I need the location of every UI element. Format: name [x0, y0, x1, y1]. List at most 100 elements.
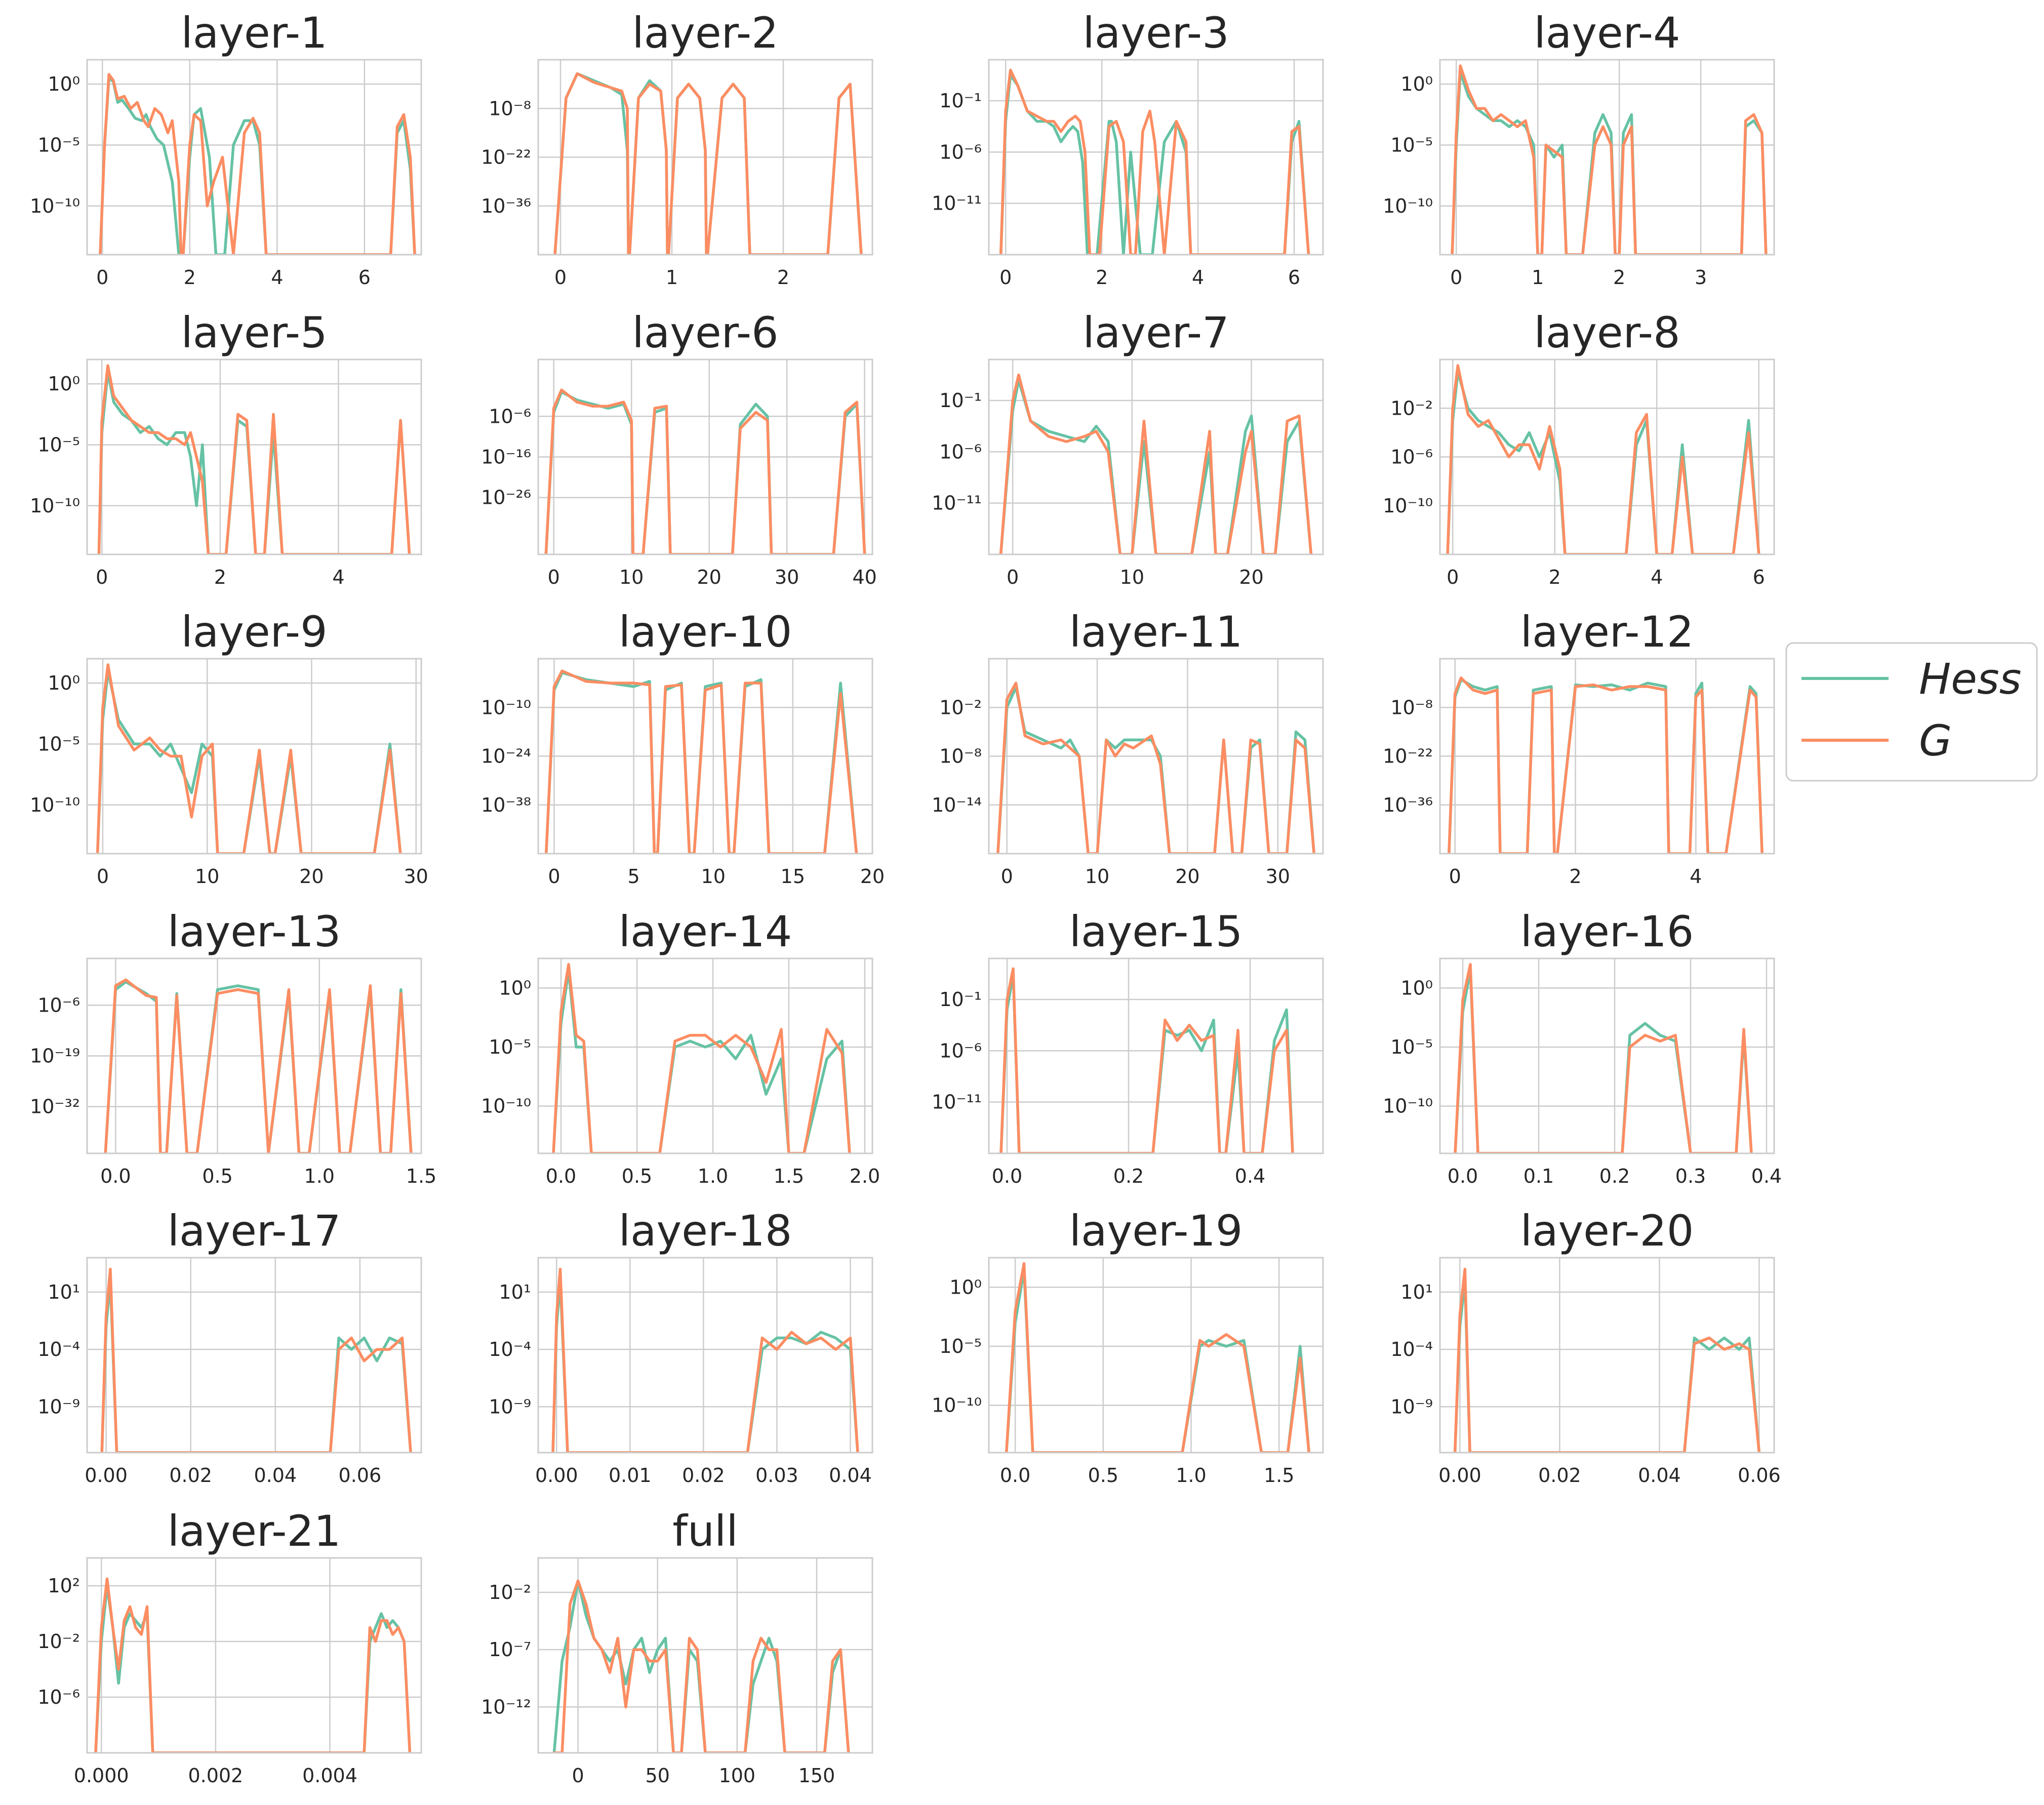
- panel-title: layer-7: [1083, 308, 1229, 357]
- y-tick-label: 10⁻⁵: [489, 1036, 531, 1058]
- x-tick-label: 4: [1690, 865, 1702, 888]
- x-tick-label: 0: [96, 266, 108, 289]
- x-tick-label: 0.0: [1000, 1464, 1030, 1487]
- series-group: [551, 1267, 859, 1453]
- series-group: [1454, 962, 1753, 1153]
- panel-title: layer-3: [1083, 8, 1229, 58]
- plot-frame: [988, 358, 1324, 555]
- y-tick-label: 10⁻²⁶: [481, 487, 531, 509]
- x-tick-label: 0.02: [169, 1464, 212, 1487]
- series-group: [544, 388, 866, 554]
- y-tick-label: 10⁻¹: [939, 90, 982, 112]
- series-group: [552, 1579, 850, 1753]
- plot-frame: [86, 59, 422, 256]
- panel-layer-14: layer-14 0.0 0.5 1.0 1.5 2.0 10⁰ 10⁻⁵ 10⁻¹⁰: [481, 907, 880, 1187]
- series-group: [1453, 1267, 1761, 1453]
- x-tick-label: 0.0: [546, 1165, 576, 1187]
- plot-frame: [988, 59, 1324, 256]
- y-tick-label: 10⁻⁸: [489, 97, 531, 119]
- y-tick-label: 10⁻¹⁰: [30, 495, 80, 517]
- x-tick-label: 0.04: [829, 1464, 872, 1487]
- y-tick-label: 10⁻³²: [30, 1096, 80, 1118]
- x-tick-label: 1.5: [774, 1165, 804, 1187]
- x-tick-label: 0.03: [755, 1464, 798, 1487]
- series-line-g: [97, 364, 411, 554]
- x-tick-label: 0.2: [1599, 1165, 1630, 1187]
- x-tick-label: 0: [1001, 865, 1013, 888]
- x-tick-label: 6: [1753, 566, 1765, 588]
- panel-title: layer-18: [619, 1206, 792, 1256]
- y-tick-label: 10⁰: [1400, 73, 1433, 95]
- y-tick-label: 10⁻⁵: [1390, 1036, 1433, 1058]
- panel-layer-8: layer-8 0 2 4 6 10⁻² 10⁻⁶ 10⁻¹⁰: [1383, 308, 1775, 588]
- series-line-hess: [94, 1584, 412, 1753]
- x-tick-label: 0.04: [1638, 1464, 1681, 1487]
- y-tick-label: 10⁻³⁸: [481, 794, 531, 816]
- x-tick-label: 4: [271, 266, 283, 289]
- x-tick-label: 5: [627, 865, 639, 888]
- plot-frame: [1439, 59, 1775, 256]
- x-tick-label: 0: [548, 865, 560, 888]
- panel-title: layer-21: [168, 1506, 341, 1556]
- series-line-g: [99, 73, 416, 255]
- panel-layer-16: layer-16 0.0 0.1 0.2 0.3 0.4 10⁰ 10⁻⁵ 10⁻¹⁰: [1383, 907, 1782, 1187]
- series-group: [996, 681, 1315, 854]
- x-tick-label: 0.002: [188, 1764, 243, 1787]
- series-group: [553, 72, 863, 255]
- plot-frame: [86, 358, 422, 555]
- y-tick-label: 10⁻⁹: [37, 1395, 80, 1418]
- x-tick-label: 3: [1695, 266, 1707, 289]
- x-tick-label: 10: [1085, 865, 1109, 888]
- series-line-g: [553, 72, 863, 255]
- y-tick-label: 10⁻¹⁰: [30, 195, 80, 217]
- x-tick-label: 0.5: [622, 1165, 652, 1187]
- series-group: [1446, 364, 1760, 554]
- panel-layer-9: layer-9 0 10 20 30 10⁰ 10⁻⁵ 10⁻¹⁰: [30, 607, 428, 888]
- panel-title: layer-6: [632, 308, 778, 357]
- plot-frame: [537, 358, 873, 555]
- y-tick-label: 10⁻³⁶: [1383, 794, 1433, 816]
- y-tick-label: 10⁻¹²: [481, 1696, 531, 1718]
- x-tick-label: 0.02: [682, 1464, 725, 1487]
- x-tick-label: 0: [1449, 865, 1461, 888]
- y-tick-label: 10⁻⁵: [37, 433, 80, 456]
- x-tick-label: 0: [1007, 566, 1019, 588]
- series-line-g: [999, 373, 1313, 554]
- y-tick-label: 10⁻⁷: [489, 1638, 531, 1661]
- panel-title: layer-20: [1520, 1206, 1694, 1256]
- series-line-g: [544, 388, 866, 554]
- plot-frame: [537, 957, 873, 1154]
- y-tick-label: 10⁻¹¹: [932, 1091, 982, 1113]
- panel-layer-3: layer-3 0 2 4 6 10⁻¹ 10⁻⁶ 10⁻¹¹: [932, 8, 1324, 289]
- plot-frame: [86, 957, 422, 1154]
- x-tick-label: 2: [184, 266, 196, 289]
- x-tick-label: 50: [646, 1764, 670, 1787]
- x-tick-label: 0.00: [535, 1464, 578, 1487]
- y-tick-label: 10⁻⁵: [1390, 134, 1433, 156]
- series-group: [1451, 64, 1768, 255]
- x-tick-label: 10: [619, 566, 644, 588]
- y-tick-label: 10⁻¹⁰: [1383, 1095, 1433, 1117]
- y-tick-label: 10⁻¹⁰: [30, 794, 80, 816]
- series-line-g: [544, 669, 858, 854]
- plot-frame: [1439, 1257, 1775, 1454]
- panel-title: layer-12: [1520, 607, 1694, 657]
- panel-layer-4: layer-4 0 1 2 3 10⁰ 10⁻⁵ 10⁻¹⁰: [1383, 8, 1775, 289]
- x-tick-label: 0.2: [1113, 1165, 1144, 1187]
- plot-frame: [1439, 658, 1775, 855]
- x-tick-label: 0.000: [74, 1764, 129, 1787]
- series-line-hess: [1448, 678, 1764, 854]
- series-group: [96, 663, 402, 854]
- x-tick-label: 0.004: [302, 1764, 357, 1787]
- y-tick-label: 10⁻¹¹: [932, 492, 982, 514]
- y-tick-label: 10⁻¹: [939, 389, 982, 412]
- y-tick-label: 10⁻⁴: [37, 1338, 80, 1360]
- panel-layer-15: layer-15 0.0 0.2 0.4 10⁻¹ 10⁻⁶ 10⁻¹¹: [932, 907, 1324, 1187]
- y-tick-label: 10²: [48, 1575, 80, 1597]
- series-group: [97, 364, 411, 554]
- x-tick-label: 0.1: [1524, 1165, 1554, 1187]
- series-line-g: [999, 68, 1310, 255]
- x-tick-label: 30: [1266, 865, 1290, 888]
- panel-layer-2: layer-2 0 1 2 10⁻⁸ 10⁻²² 10⁻³⁶: [481, 8, 873, 289]
